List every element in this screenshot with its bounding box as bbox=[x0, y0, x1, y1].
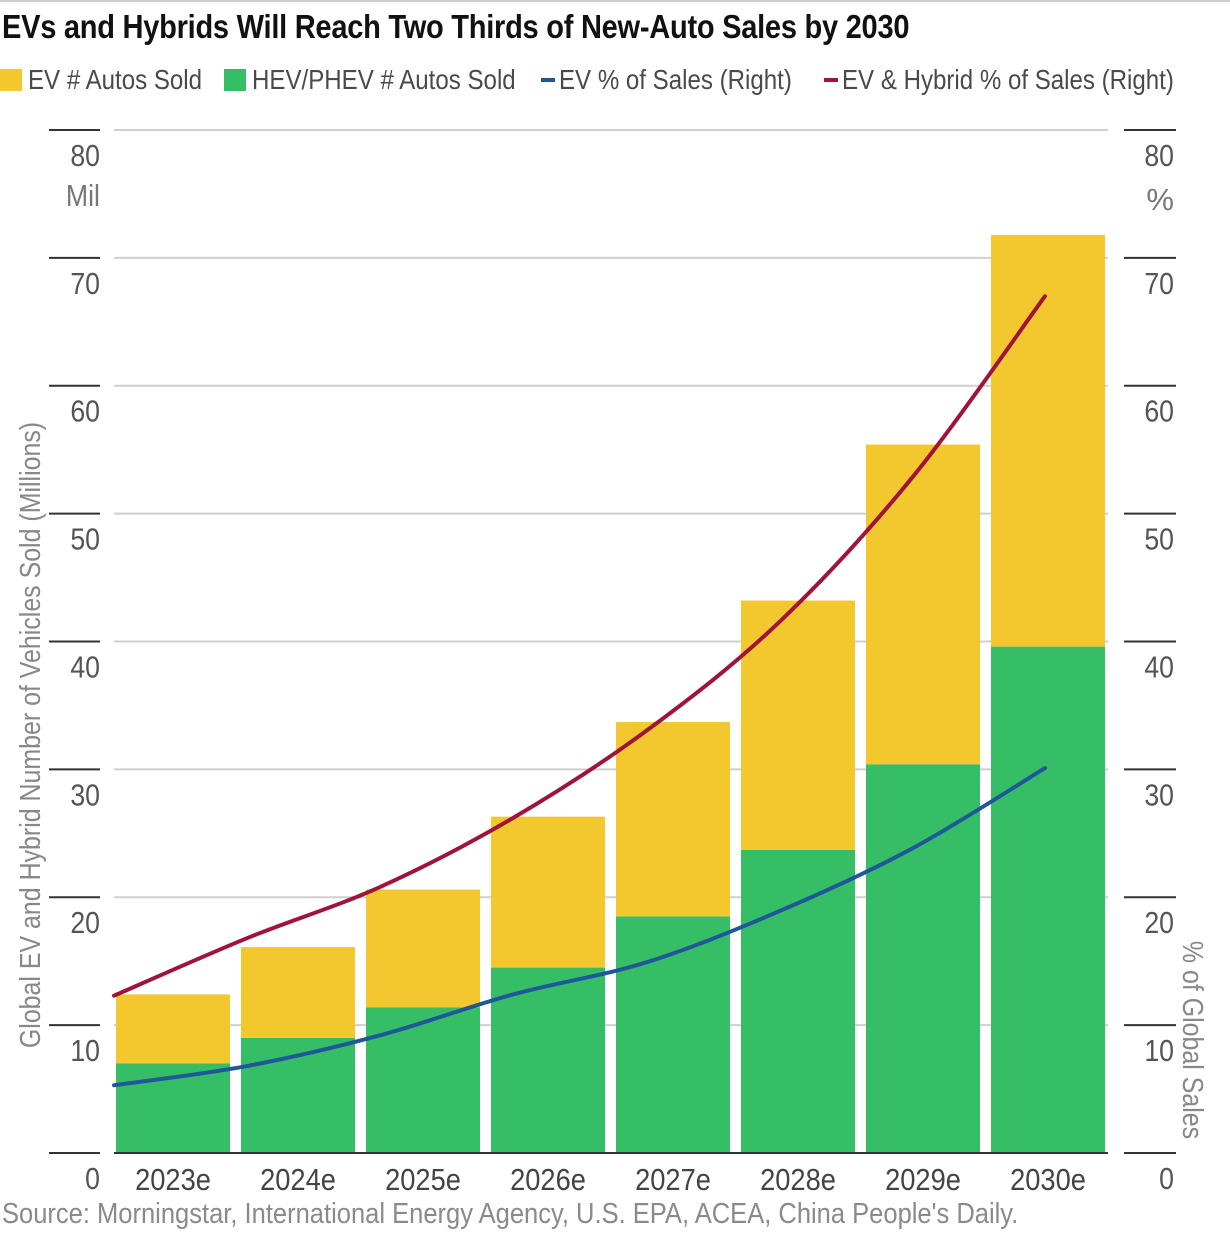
legend-swatch-ev-hybrid-pct bbox=[824, 78, 838, 82]
right-axis-tick-label: 70 bbox=[1144, 267, 1174, 301]
left-axis-tick-label: 80 bbox=[70, 139, 100, 173]
right-axis-tick-label: 0 bbox=[1159, 1162, 1174, 1195]
bar-hybrid-segment bbox=[866, 764, 980, 1153]
bar-hybrid-segment bbox=[616, 916, 730, 1153]
right-axis-unit: % bbox=[1146, 182, 1174, 217]
chart-title: EVs and Hybrids Will Reach Two Thirds of… bbox=[2, 8, 910, 45]
left-axis-tick-label: 40 bbox=[70, 651, 100, 685]
left-axis-title: Global EV and Hybrid Number of Vehicles … bbox=[14, 422, 46, 1048]
legend-label: HEV/PHEV # Autos Sold bbox=[252, 64, 516, 95]
line-ev-hybrid-pct bbox=[112, 294, 1047, 998]
left-axis-tick-label: 20 bbox=[70, 906, 100, 940]
left-axis-tick-label: 0 bbox=[85, 1162, 100, 1195]
bar-ev-segment bbox=[116, 994, 230, 1064]
bar-ev-segment bbox=[991, 234, 1105, 647]
x-axis-tick-label: 2023e bbox=[135, 1163, 211, 1195]
legend-label: EV % of Sales (Right) bbox=[559, 64, 792, 95]
x-axis-tick-label: 2027e bbox=[635, 1163, 711, 1195]
bar-ev-segment bbox=[616, 722, 730, 917]
left-axis-tick-label: 70 bbox=[70, 267, 100, 301]
x-axis-tick-label: 2026e bbox=[510, 1163, 586, 1195]
legend-label: EV & Hybrid % of Sales (Right) bbox=[842, 64, 1174, 95]
x-axis-tick-label: 2024e bbox=[260, 1163, 336, 1195]
legend-swatch-ev-autos bbox=[0, 69, 22, 91]
top-rule bbox=[0, 0, 1230, 2]
legend-item-ev-pct: EV % of Sales (Right) bbox=[541, 60, 830, 100]
left-axis-unit: Mil bbox=[66, 179, 100, 213]
bar-hybrid-segment bbox=[491, 967, 605, 1153]
right-axis-tick-label: 80 bbox=[1144, 139, 1174, 173]
left-axis-tick-label: 50 bbox=[70, 523, 100, 557]
bar-ev-segment bbox=[741, 600, 855, 850]
legend-swatch-hybrid-autos bbox=[224, 69, 246, 91]
left-axis-tick-label: 60 bbox=[70, 395, 100, 429]
legend-label: EV # Autos Sold bbox=[28, 64, 203, 95]
right-axis-title: % of Global Sales bbox=[1177, 941, 1209, 1139]
legend-item-ev-hybrid-pct: EV & Hybrid % of Sales (Right) bbox=[824, 60, 1228, 100]
bar-hybrid-segment bbox=[741, 849, 855, 1153]
left-axis-tick-label: 30 bbox=[70, 779, 100, 813]
right-axis-tick-label: 10 bbox=[1144, 1034, 1174, 1068]
bar-ev-segment bbox=[866, 444, 980, 765]
x-axis-tick-label: 2025e bbox=[385, 1163, 461, 1195]
right-axis-tick-label: 60 bbox=[1144, 395, 1174, 429]
legend: EV # Autos Sold HEV/PHEV # Autos Sold EV… bbox=[0, 60, 1230, 100]
left-axis-tick-label: 10 bbox=[70, 1034, 100, 1068]
bar-hybrid-segment bbox=[366, 1007, 480, 1153]
right-axis-tick-label: 20 bbox=[1144, 906, 1174, 940]
chart-plot: 0 10 20 30 40 50 60 70 80 Mil 0 10 20 30 40 50 60 70 80% Gl… bbox=[14, 129, 1209, 1195]
right-axis-tick-label: 30 bbox=[1144, 779, 1174, 813]
line-ev-pct bbox=[112, 766, 1047, 1088]
x-axis-tick-label: 2028e bbox=[760, 1163, 836, 1195]
x-axis-tick-label: 2030e bbox=[1010, 1163, 1086, 1195]
legend-swatch-ev-pct bbox=[541, 78, 555, 82]
bar-ev-segment bbox=[491, 816, 605, 968]
bar-ev-segment bbox=[366, 889, 480, 1008]
source-note: Source: Morningstar, International Energ… bbox=[2, 1198, 1019, 1230]
bar-ev-segment bbox=[241, 947, 355, 1038]
x-axis-tick-label: 2029e bbox=[885, 1163, 961, 1195]
right-axis-tick-label: 50 bbox=[1144, 523, 1174, 557]
legend-item-hybrid-autos: HEV/PHEV # Autos Sold bbox=[224, 60, 559, 100]
legend-item-ev-autos: EV # Autos Sold bbox=[0, 60, 230, 100]
bar-hybrid-segment bbox=[991, 646, 1105, 1153]
right-axis-tick-label: 40 bbox=[1144, 651, 1174, 685]
